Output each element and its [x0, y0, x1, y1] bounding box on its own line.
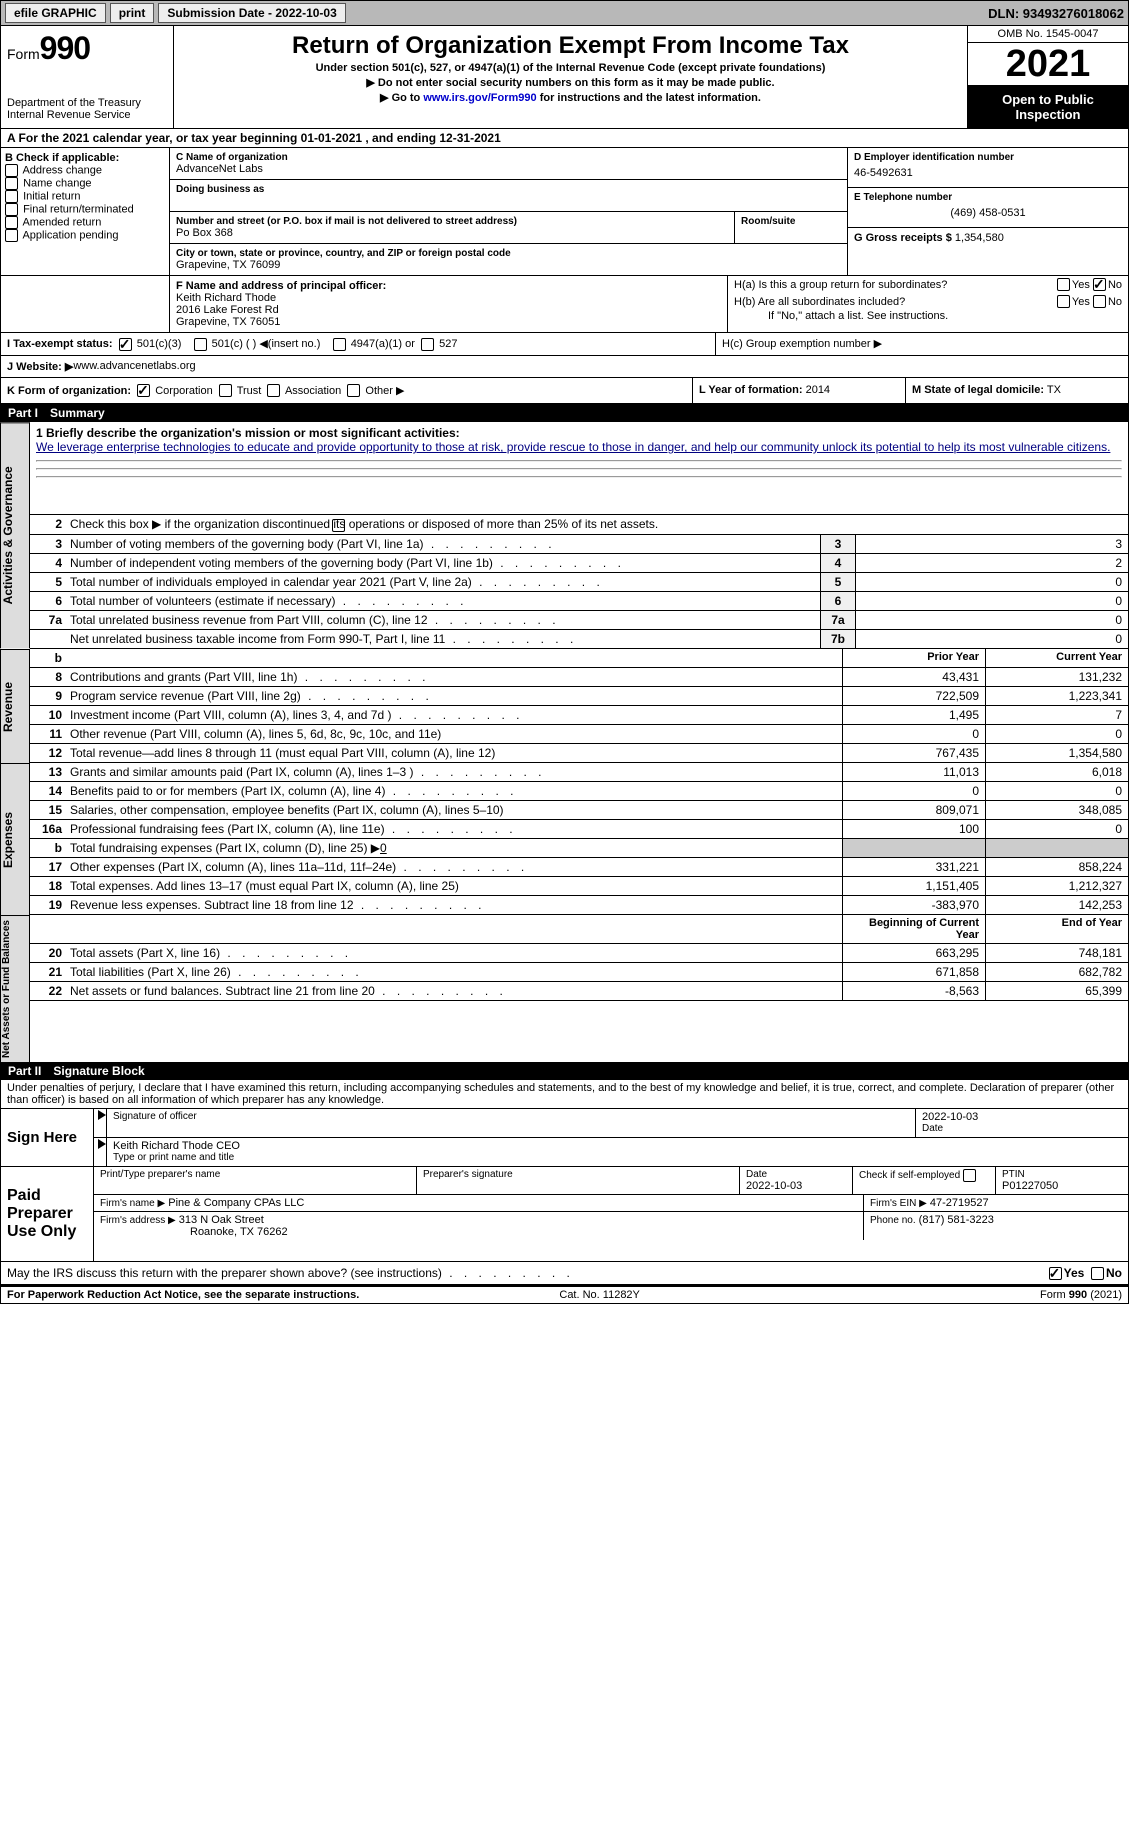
cb-ha-no[interactable]	[1093, 278, 1106, 291]
efile-label: efile GRAPHIC	[5, 3, 106, 23]
col-c: C Name of organization AdvanceNet Labs D…	[170, 148, 847, 275]
org-address: Po Box 368	[176, 227, 728, 239]
cb-501c[interactable]	[194, 338, 207, 351]
form-number: Form990	[7, 30, 167, 67]
cb-corp[interactable]	[137, 384, 150, 397]
tax-year: 2021	[968, 43, 1128, 86]
cb-501c3[interactable]	[119, 338, 132, 351]
subtitle-2: ▶ Do not enter social security numbers o…	[182, 76, 959, 89]
part-1-header: Part ISummary	[0, 404, 1129, 422]
submission-date: Submission Date - 2022-10-03	[158, 3, 345, 23]
sign-here: Sign Here Signature of officer 2022-10-0…	[0, 1109, 1129, 1167]
form-header: Form990 Department of the Treasury Inter…	[0, 26, 1129, 129]
section-bcdeg: B Check if applicable: Address change Na…	[0, 148, 1129, 276]
net-assets-section: Net Assets or Fund Balances Beginning of…	[0, 915, 1129, 1062]
cb-4947[interactable]	[333, 338, 346, 351]
paid-preparer: Paid Preparer Use Only Print/Type prepar…	[0, 1167, 1129, 1262]
irs-link[interactable]: www.irs.gov/Form990	[423, 92, 536, 104]
line-a: A For the 2021 calendar year, or tax yea…	[0, 129, 1129, 148]
cb-l2[interactable]	[332, 519, 345, 532]
penalties-text: Under penalties of perjury, I declare th…	[0, 1080, 1129, 1109]
section-j: J Website: ▶ www.advancenetlabs.org	[0, 356, 1129, 378]
print-button[interactable]: print	[110, 3, 155, 23]
cb-trust[interactable]	[219, 384, 232, 397]
mission-text: We leverage enterprise technologies to e…	[36, 440, 1110, 454]
dln-label: DLN: 93493276018062	[988, 6, 1124, 21]
col-b: B Check if applicable: Address change Na…	[1, 148, 170, 275]
revenue-section: Revenue bPrior YearCurrent Year 8Contrib…	[0, 649, 1129, 763]
activities-governance: Activities & Governance 1 Briefly descri…	[0, 422, 1129, 648]
section-klm: K Form of organization: Corporation Trus…	[0, 378, 1129, 405]
form-title: Return of Organization Exempt From Incom…	[182, 32, 959, 60]
website: www.advancenetlabs.org	[73, 360, 195, 373]
cb-application-pending[interactable]	[5, 229, 18, 242]
cb-discuss-no[interactable]	[1091, 1267, 1104, 1280]
org-name: AdvanceNet Labs	[176, 163, 841, 175]
expenses-section: Expenses 13Grants and similar amounts pa…	[0, 763, 1129, 915]
cb-self-employed[interactable]	[963, 1169, 976, 1182]
discuss-row: May the IRS discuss this return with the…	[0, 1262, 1129, 1285]
irs-label: Internal Revenue Service	[7, 109, 167, 121]
cb-discuss-yes[interactable]	[1049, 1267, 1062, 1280]
phone: (469) 458-0531	[854, 203, 1122, 223]
subtitle-3: ▶ Go to www.irs.gov/Form990 for instruct…	[182, 91, 959, 104]
col-deg: D Employer identification number 46-5492…	[847, 148, 1128, 275]
open-inspection: Open to Public Inspection	[968, 86, 1128, 128]
cb-address-change[interactable]	[5, 164, 18, 177]
gross-receipts: 1,354,580	[955, 232, 1004, 244]
section-i: I Tax-exempt status: 501(c)(3) 501(c) ( …	[0, 333, 1129, 356]
footer: For Paperwork Reduction Act Notice, see …	[0, 1285, 1129, 1304]
cb-final-return[interactable]	[5, 203, 18, 216]
subtitle-1: Under section 501(c), 527, or 4947(a)(1)…	[182, 62, 959, 74]
officer-name: Keith Richard Thode	[176, 292, 721, 304]
cb-other[interactable]	[347, 384, 360, 397]
cb-hb-yes[interactable]	[1057, 295, 1070, 308]
cb-assoc[interactable]	[267, 384, 280, 397]
org-city: Grapevine, TX 76099	[176, 259, 841, 271]
cb-initial-return[interactable]	[5, 190, 18, 203]
dept-treasury: Department of the Treasury	[7, 97, 167, 109]
omb-number: OMB No. 1545-0047	[968, 26, 1128, 43]
cb-ha-yes[interactable]	[1057, 278, 1070, 291]
cb-527[interactable]	[421, 338, 434, 351]
section-fh: F Name and address of principal officer:…	[0, 276, 1129, 333]
ein: 46-5492631	[854, 163, 1122, 183]
cb-hb-no[interactable]	[1093, 295, 1106, 308]
cb-name-change[interactable]	[5, 177, 18, 190]
part-2-header: Part IISignature Block	[0, 1062, 1129, 1080]
top-bar: efile GRAPHIC print Submission Date - 20…	[0, 0, 1129, 26]
cb-amended-return[interactable]	[5, 216, 18, 229]
